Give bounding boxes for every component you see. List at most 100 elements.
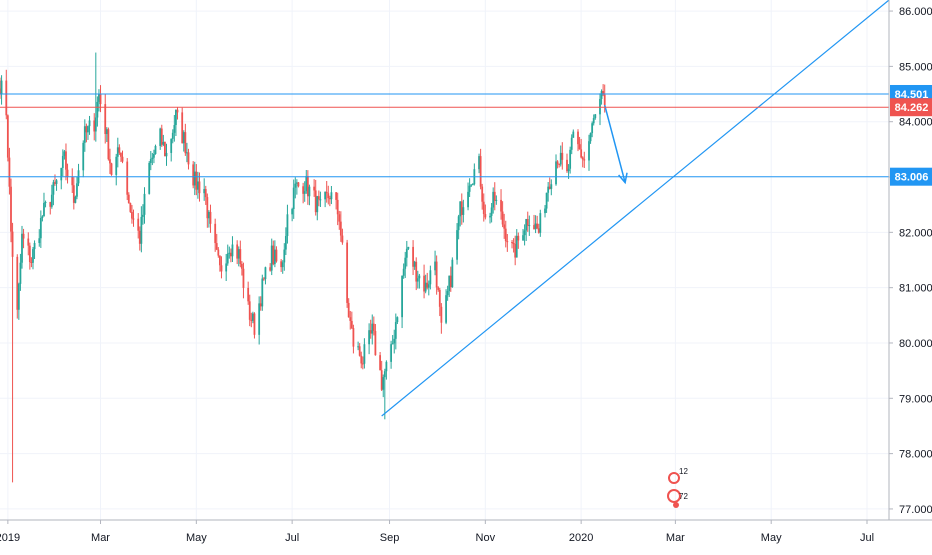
- candle-body: [393, 338, 396, 344]
- candle-body: [589, 133, 592, 142]
- candle-body: [195, 171, 198, 190]
- candle-body: [54, 182, 56, 184]
- candle-body: [566, 159, 568, 172]
- candle-body: [555, 161, 557, 185]
- candle-body: [207, 211, 210, 219]
- candle-body: [460, 201, 463, 215]
- candle-body: [192, 164, 195, 186]
- logo-top-digits: 12: [679, 467, 688, 476]
- candle-body: [105, 129, 108, 135]
- candle-body: [371, 323, 374, 334]
- candle-body: [242, 268, 245, 288]
- candle-body: [129, 203, 132, 212]
- candle-body: [187, 152, 190, 165]
- candle-body: [94, 117, 97, 132]
- candle-body: [154, 145, 157, 154]
- candle-body: [523, 230, 526, 236]
- candle-body: [347, 302, 350, 318]
- candle-body: [0, 80, 3, 95]
- candle-body: [577, 131, 579, 145]
- candle-body: [272, 245, 275, 265]
- candle-body: [437, 287, 440, 290]
- candle-body: [445, 295, 447, 323]
- candle-body: [162, 141, 165, 145]
- candle-body: [330, 192, 333, 200]
- drawings[interactable]: [0, 0, 890, 417]
- y-tick-label: 84.000: [899, 117, 932, 129]
- x-tick-label: Sep: [380, 532, 400, 544]
- candle-body: [512, 243, 515, 245]
- candle-body: [369, 330, 372, 334]
- candle-body: [569, 149, 572, 169]
- candle-body: [506, 241, 509, 243]
- forecast-arrow-line[interactable]: [603, 104, 626, 183]
- candle-body: [372, 323, 375, 331]
- candle-body: [273, 249, 276, 265]
- candle-body: [313, 186, 316, 191]
- candle-body: [303, 191, 306, 194]
- candle-body: [380, 370, 383, 390]
- candle-body: [0, 88, 1, 95]
- candle-body: [226, 253, 229, 264]
- candle-body: [228, 252, 231, 254]
- candle-body: [71, 176, 74, 186]
- candle-body: [236, 244, 239, 259]
- candle-body: [350, 320, 353, 329]
- candle-body: [358, 346, 361, 356]
- candle-body: [284, 236, 287, 250]
- logo-dot: [673, 502, 679, 508]
- candle-body: [339, 221, 342, 236]
- candle-body: [572, 131, 575, 138]
- candle-body: [548, 186, 551, 189]
- candle-body: [275, 249, 278, 262]
- candle-body: [412, 246, 414, 267]
- candle-body: [440, 306, 443, 323]
- forecast-arrow-head: [618, 172, 628, 185]
- candle-body: [308, 186, 311, 197]
- candle-body: [82, 142, 85, 171]
- candle-body: [225, 263, 228, 272]
- candle-body: [19, 262, 22, 284]
- candle-body: [493, 191, 496, 201]
- candle-body: [459, 201, 462, 217]
- candle-body: [22, 233, 25, 239]
- candle-body: [415, 261, 418, 282]
- y-tick-label: 85.000: [899, 61, 932, 73]
- candle-body: [30, 262, 33, 264]
- candle-body: [184, 132, 187, 154]
- candle-body: [251, 313, 254, 321]
- logo-ring-top: [668, 472, 680, 484]
- candle-body: [206, 197, 209, 219]
- candle-body: [451, 259, 454, 288]
- candle-body: [484, 214, 487, 218]
- candle-body: [170, 138, 173, 153]
- candle-body: [550, 184, 553, 189]
- candle-body: [52, 182, 55, 195]
- candle-body: [492, 191, 495, 208]
- candle-body: [280, 261, 283, 268]
- trendline[interactable]: [381, 0, 890, 417]
- candle-body: [61, 155, 64, 168]
- y-tick-label: 81.000: [899, 283, 932, 295]
- candle-body: [291, 209, 294, 215]
- candle-body: [27, 238, 30, 246]
- candle-body: [149, 159, 152, 163]
- candle-body: [250, 319, 253, 321]
- candle-body: [240, 263, 243, 269]
- candle-body: [558, 163, 561, 165]
- candle-body: [181, 112, 184, 144]
- candle-body: [357, 346, 360, 348]
- candle-body: [559, 152, 562, 165]
- candle-body: [363, 344, 366, 364]
- y-tick-label: 77.000: [899, 504, 932, 516]
- candle-body: [317, 196, 320, 200]
- candle-body: [314, 190, 317, 213]
- candle-body: [438, 289, 441, 307]
- candle-body: [383, 371, 386, 378]
- candle-body: [517, 235, 520, 241]
- candle-body: [164, 141, 166, 157]
- candle-body: [197, 181, 199, 190]
- candle-body: [346, 242, 349, 303]
